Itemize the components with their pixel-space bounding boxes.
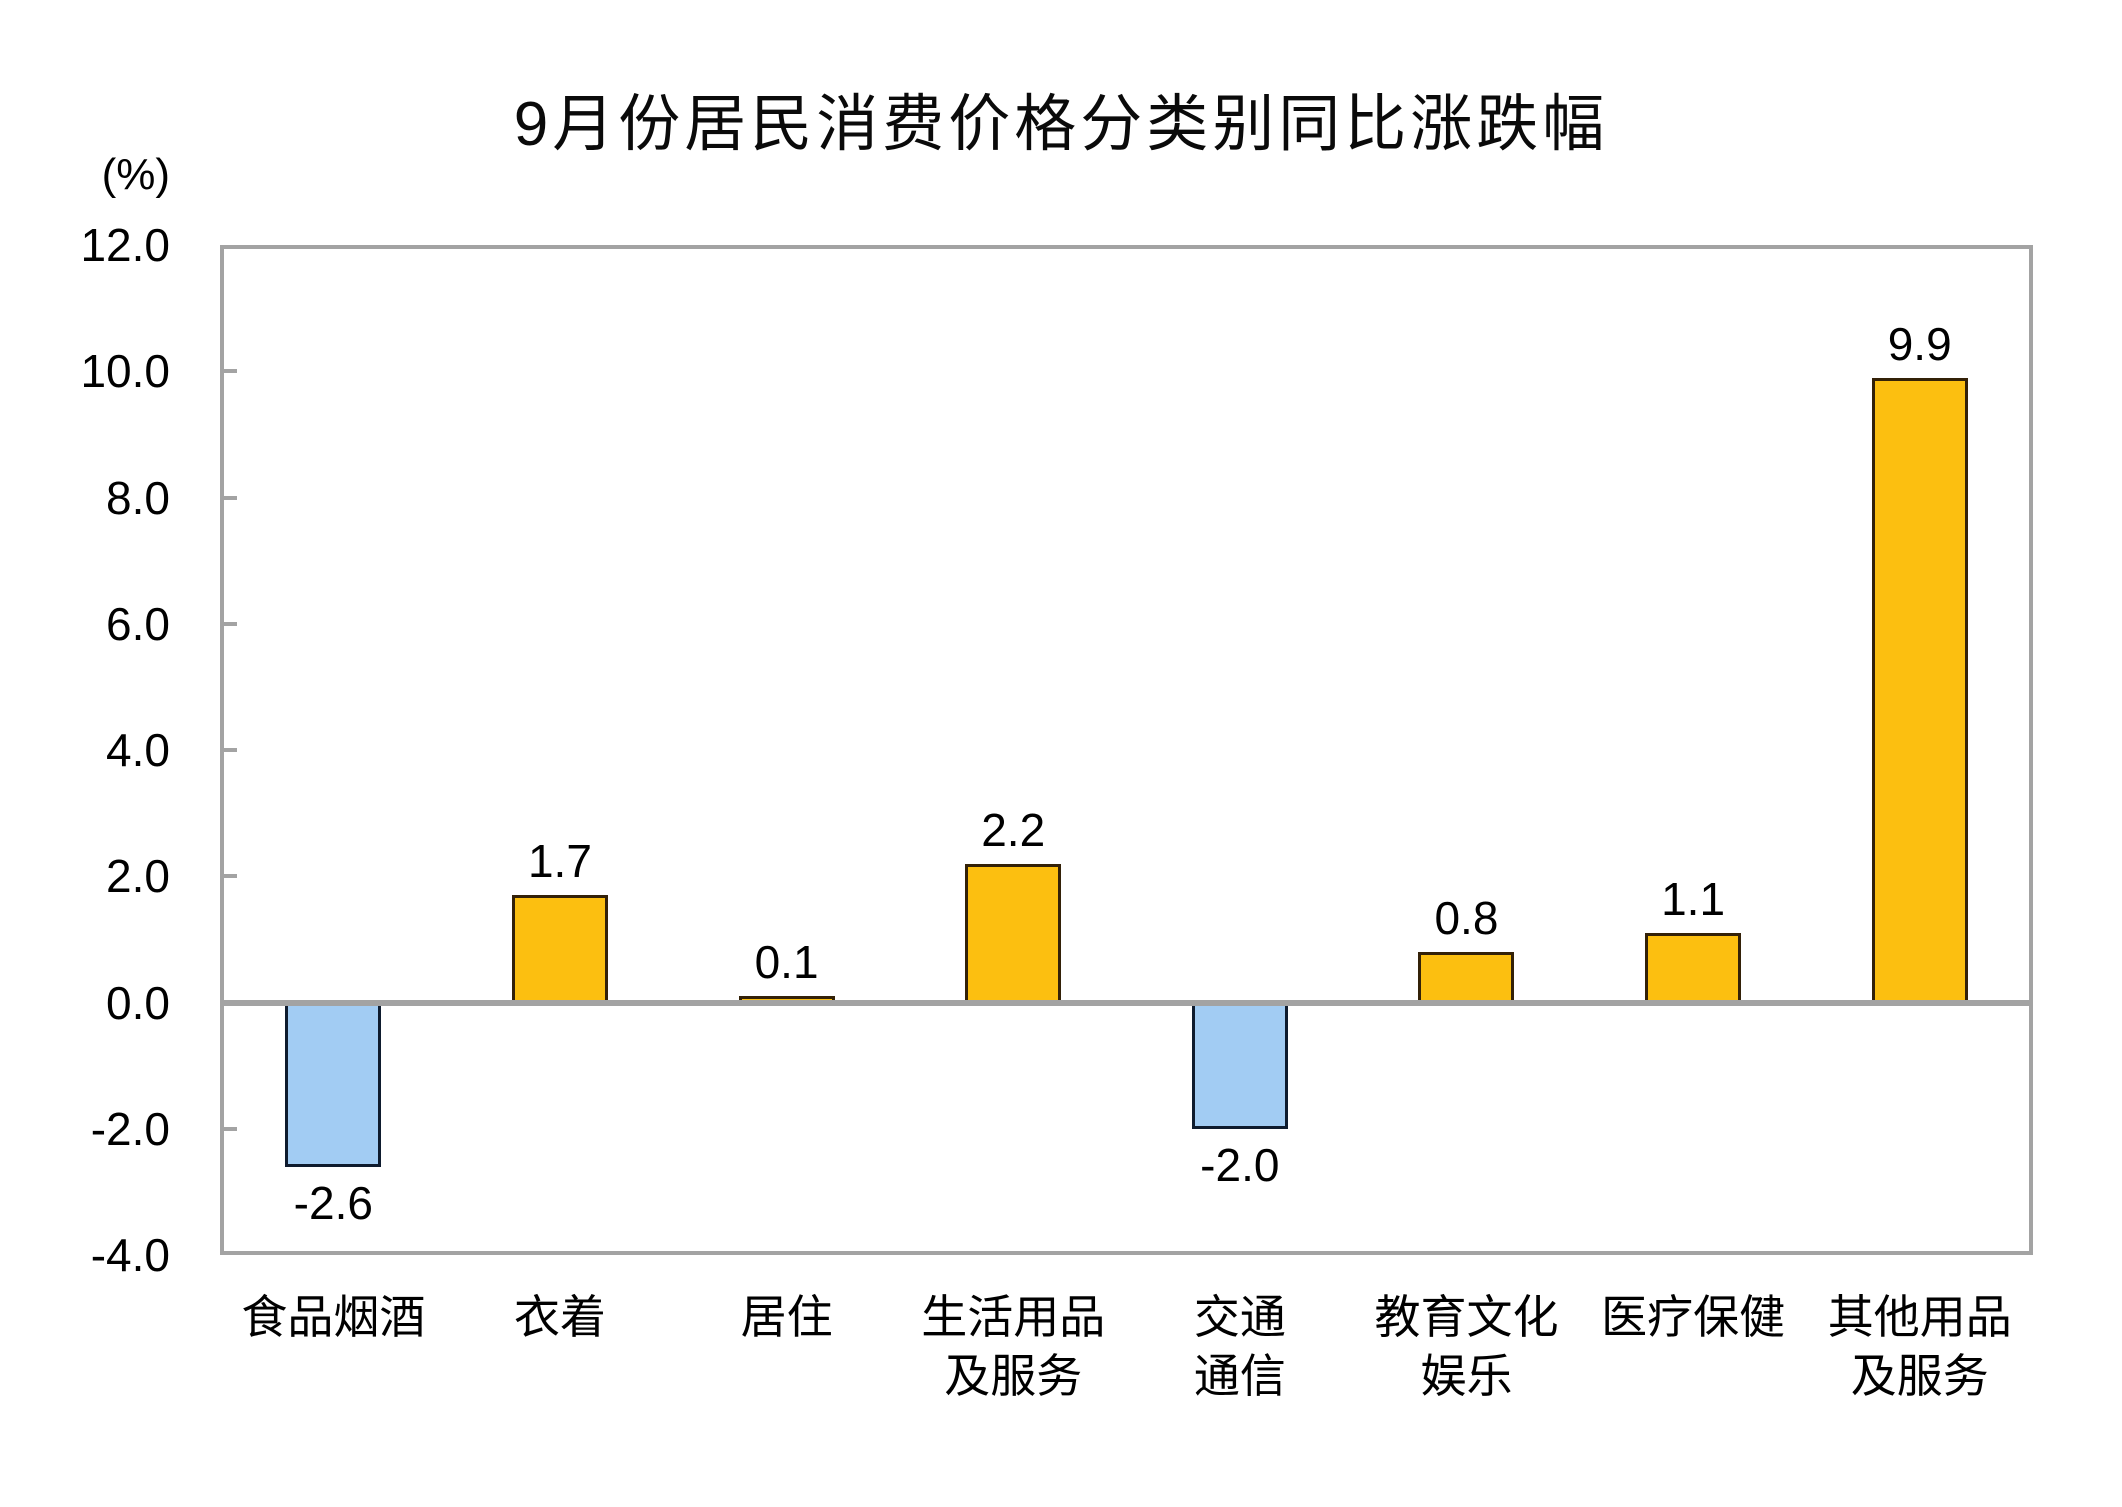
y-axis-tick-mark	[224, 621, 237, 626]
x-axis-category-label: 衣着	[430, 1288, 690, 1347]
y-axis-tick-label: 2.0	[106, 850, 170, 903]
x-axis-category-label: 生活用品 及服务	[883, 1288, 1143, 1406]
y-axis-tick-label: -2.0	[90, 1102, 170, 1155]
y-axis-tick-mark	[224, 748, 237, 752]
bar-value-label: -2.6	[293, 1176, 373, 1229]
bar-value-label: 0.1	[754, 936, 819, 989]
x-axis-label-line: 娱乐	[1420, 1350, 1513, 1402]
y-axis-tick-mark	[224, 495, 237, 500]
plot-area	[220, 245, 2033, 1255]
bar-value-label: 2.2	[981, 803, 1046, 856]
x-axis-category-label: 食品烟酒	[203, 1288, 463, 1347]
x-axis-category-label: 交通 通信	[1110, 1288, 1370, 1406]
y-axis-tick-label: 0.0	[106, 976, 170, 1029]
x-axis-label-line: 教育文化	[1374, 1291, 1559, 1343]
bar-教育文化娱乐	[1418, 952, 1515, 1003]
x-axis-label-line: 其他用品	[1827, 1291, 2012, 1343]
x-axis-label-line: 居住	[740, 1291, 833, 1343]
bar-交通通信	[1191, 1002, 1288, 1129]
x-axis-label-line: 及服务	[944, 1350, 1083, 1402]
bar-value-label: 0.8	[1434, 892, 1499, 944]
y-axis-tick-mark	[224, 1126, 237, 1131]
chart-title: 9月份居民消费价格分类别同比涨跌幅	[513, 90, 1609, 159]
x-axis-label-line: 医疗保健	[1601, 1291, 1786, 1343]
x-axis-label-line: 通信	[1193, 1350, 1286, 1402]
bar-食品烟酒	[285, 1002, 382, 1167]
x-axis-label-line: 衣着	[513, 1291, 606, 1343]
y-axis-tick-mark	[224, 369, 237, 374]
zero-line	[224, 999, 2029, 1006]
y-axis-tick-label: 12.0	[80, 219, 170, 271]
x-axis-label-line: 生活用品	[921, 1291, 1106, 1343]
x-axis-label-line: 及服务	[1850, 1350, 1989, 1402]
y-axis-tick-label: 6.0	[106, 597, 170, 650]
y-axis-tick-label: 4.0	[106, 724, 170, 776]
bar-value-label: 1.1	[1661, 873, 1726, 926]
x-axis-category-label: 医疗保健	[1563, 1288, 1823, 1347]
bar-生活用品及服务	[965, 863, 1062, 1003]
y-axis-unit-label: (%)	[101, 150, 170, 199]
x-axis-category-label: 居住	[657, 1288, 917, 1347]
x-axis-label-line: 交通	[1193, 1291, 1286, 1343]
bar-value-label: 1.7	[527, 835, 592, 888]
bar-医疗保健	[1645, 933, 1742, 1003]
x-axis-category-label: 教育文化 娱乐	[1336, 1288, 1596, 1406]
y-axis-tick-mark	[224, 874, 237, 879]
y-axis-tick-label: -4.0	[90, 1229, 170, 1281]
x-axis-category-label: 其他用品 及服务	[1790, 1288, 2050, 1406]
y-axis-tick-label: 8.0	[106, 471, 170, 524]
bar-其他用品及服务	[1871, 377, 1968, 1003]
x-axis-label-line: 食品烟酒	[241, 1291, 426, 1343]
y-axis-tick-label: 10.0	[80, 345, 170, 398]
bar-value-label: 9.9	[1887, 317, 1952, 370]
bar-value-label: -2.0	[1200, 1138, 1280, 1191]
bar-衣着	[511, 895, 608, 1003]
